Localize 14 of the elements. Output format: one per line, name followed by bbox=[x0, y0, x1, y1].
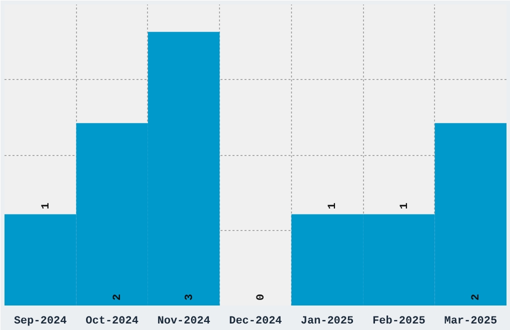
x-tick-label: Mar-2025 bbox=[444, 316, 498, 328]
data-label: 1 bbox=[40, 202, 52, 210]
data-label: 1 bbox=[398, 202, 411, 210]
data-label: 3 bbox=[184, 294, 196, 300]
x-tick-label: Feb-2025 bbox=[372, 316, 426, 328]
x-tick-label: Nov-2024 bbox=[157, 316, 211, 328]
data-label: 2 bbox=[470, 294, 483, 300]
data-label: 1 bbox=[327, 202, 340, 210]
data-label: 0 bbox=[256, 294, 268, 300]
x-tick-label: Oct-2024 bbox=[86, 316, 139, 328]
x-tick-label: Dec-2024 bbox=[229, 316, 282, 328]
x-tick-label: Jan-2025 bbox=[300, 316, 354, 328]
data-label: 2 bbox=[112, 294, 124, 300]
x-tick-label: Sep-2024 bbox=[14, 316, 68, 328]
